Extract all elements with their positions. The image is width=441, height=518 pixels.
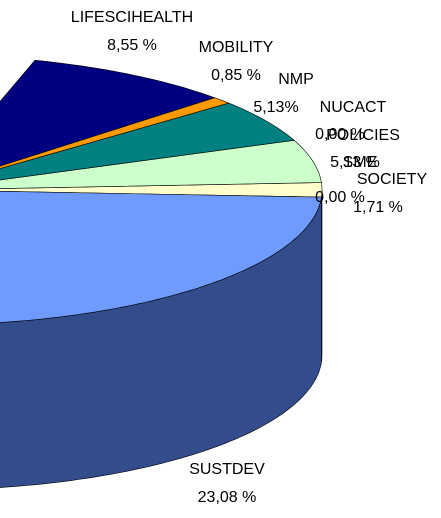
slice-label: NMP — [278, 71, 314, 88]
slice-label: MOBILITY — [199, 39, 274, 56]
slice-value-label: 23,08 % — [198, 489, 257, 506]
pie-slice — [0, 59, 216, 167]
pie-tops — [0, 59, 323, 323]
slice-label: SME — [343, 154, 378, 171]
pie-slice — [0, 102, 295, 181]
pie-slice — [0, 139, 322, 189]
slice-value-label: 1,71 % — [353, 199, 403, 216]
slice-value-label: 0,00 % — [315, 189, 365, 206]
slice-label: SUSTDEV — [189, 461, 265, 478]
slice-label: SOCIETY — [357, 171, 428, 188]
slice-value-label: 5,13 % — [330, 154, 380, 171]
pie-slice — [0, 191, 322, 323]
slice-value-label: 0,85 % — [211, 67, 261, 84]
pie-slice — [0, 182, 323, 198]
slice-value-label: 5,13% — [253, 99, 298, 116]
slice-label: NUCACT — [320, 99, 387, 116]
slice-value-label: 0,00 % — [315, 126, 365, 143]
slice-value-label: 8,55 % — [107, 37, 157, 54]
slice-label: POLICIES — [326, 127, 400, 144]
slice-label: LIFESCIHEALTH — [71, 9, 193, 26]
